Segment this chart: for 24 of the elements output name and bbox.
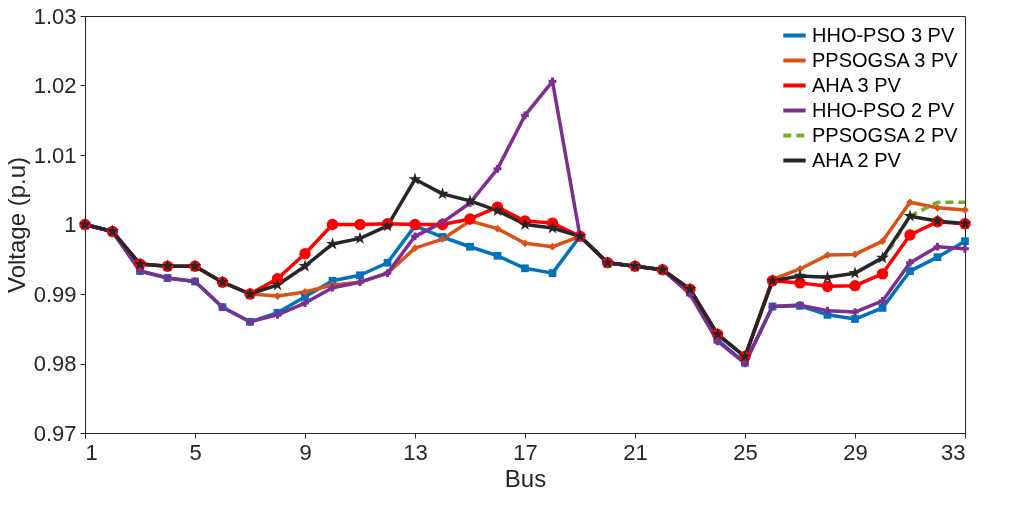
legend-label: HHO-PSO 2 PV	[812, 98, 955, 121]
legend-label: HHO-PSO 3 PV	[812, 23, 955, 46]
x-tick-label: 25	[733, 439, 758, 465]
legend-label: AHA 3 PV	[812, 73, 902, 96]
legend-label: PPSOGSA 2 PV	[812, 123, 959, 146]
y-tick-label: 1.01	[33, 142, 77, 168]
x-tick-label: 21	[623, 439, 648, 465]
y-tick-label: 1.02	[33, 73, 77, 98]
x-tick-label: 9	[299, 439, 312, 465]
x-tick-label: 17	[513, 439, 538, 465]
x-tick-label: 1	[85, 439, 98, 465]
y-tick-label: 0.97	[33, 420, 77, 446]
x-tick-label: 5	[189, 439, 202, 465]
y-tick-label: 0.98	[33, 351, 77, 376]
x-tick-label: 33	[941, 439, 966, 465]
y-tick-label: 1	[64, 212, 77, 237]
y-tick-label: 1.03	[33, 3, 77, 29]
y-axis-title: Voltage (p.u)	[2, 156, 30, 294]
x-tick-label: 29	[843, 439, 868, 465]
legend-label: AHA 2 PV	[812, 148, 902, 171]
x-tick-label: 13	[403, 439, 428, 465]
y-tick-label: 0.99	[33, 281, 77, 307]
x-axis-title: Bus	[504, 464, 547, 492]
legend-label: PPSOGSA 3 PV	[812, 48, 959, 71]
